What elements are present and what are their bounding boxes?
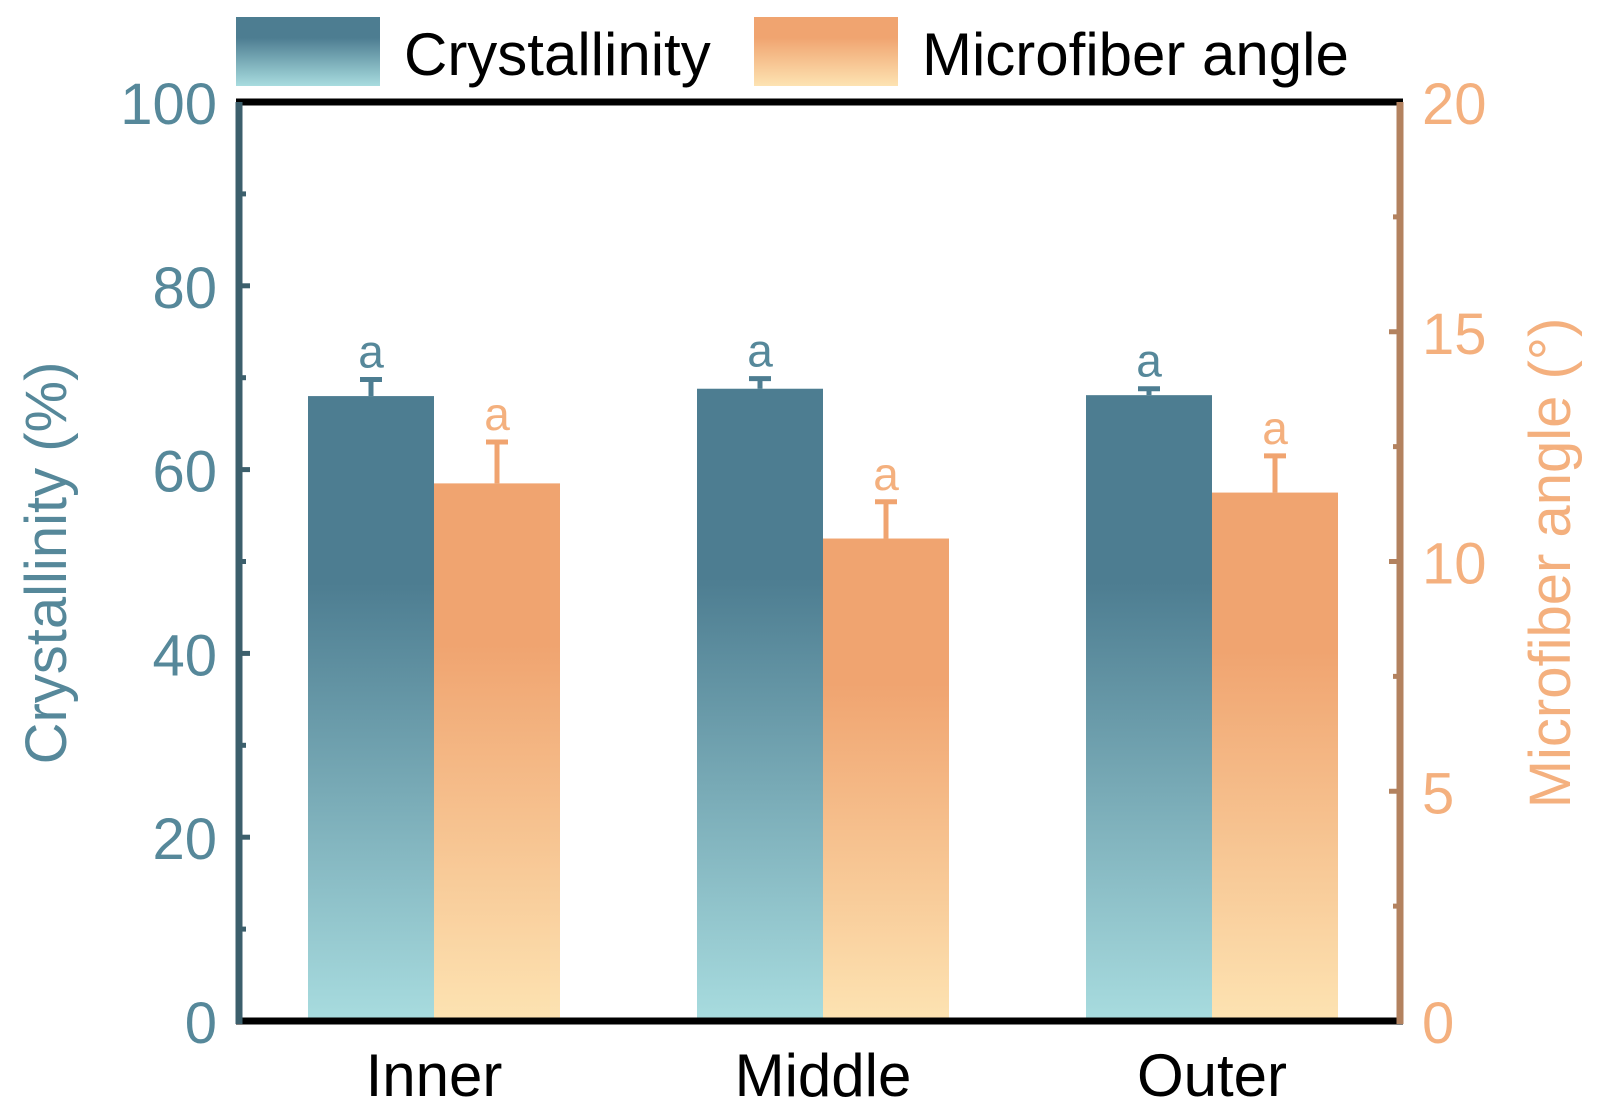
x-tick-label: Middle — [735, 1042, 912, 1109]
right-tick-label: 0 — [1422, 991, 1454, 1056]
legend-label-crystallinity: Crystallinity — [404, 21, 711, 88]
significance-label-crystallinity: a — [358, 326, 384, 378]
left-tick-label: 0 — [185, 991, 217, 1056]
left-tick-label: 40 — [152, 623, 217, 688]
bar-microfiber — [434, 483, 560, 1021]
left-tick-label: 60 — [152, 440, 217, 505]
significance-label-crystallinity: a — [1136, 335, 1162, 387]
significance-label-microfiber: a — [1262, 402, 1288, 454]
right-tick-label: 20 — [1422, 72, 1487, 137]
right-tick-label: 10 — [1422, 532, 1487, 597]
significance-label-microfiber: a — [873, 448, 899, 500]
x-tick-label: Inner — [366, 1042, 503, 1109]
left-tick-label: 20 — [152, 807, 217, 872]
bar-crystallinity — [697, 388, 823, 1021]
legend-label-microfiber: Microfiber angle — [922, 21, 1349, 88]
bar-crystallinity — [1086, 395, 1212, 1021]
plot-marks: 0 20 40 60 80 100 0 5 10 15 20 Inner a a Middle a a Outer… — [120, 72, 1486, 1109]
right-axis-title: Microfiber angle (°) — [1518, 318, 1583, 809]
x-tick-label: Outer — [1137, 1042, 1287, 1109]
left-tick-label: 100 — [120, 72, 217, 137]
bar-crystallinity — [308, 396, 434, 1022]
bar-microfiber — [1212, 492, 1338, 1021]
right-tick-label: 15 — [1422, 302, 1487, 367]
right-tick-label: 5 — [1422, 761, 1454, 826]
significance-label-microfiber: a — [484, 388, 510, 440]
legend-swatch-microfiber — [754, 17, 898, 86]
left-axis-title: Crystallinity (%) — [14, 362, 79, 765]
significance-label-crystallinity: a — [747, 325, 773, 377]
legend-swatch-crystallinity — [236, 17, 380, 86]
bar-microfiber — [823, 538, 949, 1021]
legend: Crystallinity Microfiber angle — [236, 17, 1349, 88]
left-tick-label: 80 — [152, 256, 217, 321]
